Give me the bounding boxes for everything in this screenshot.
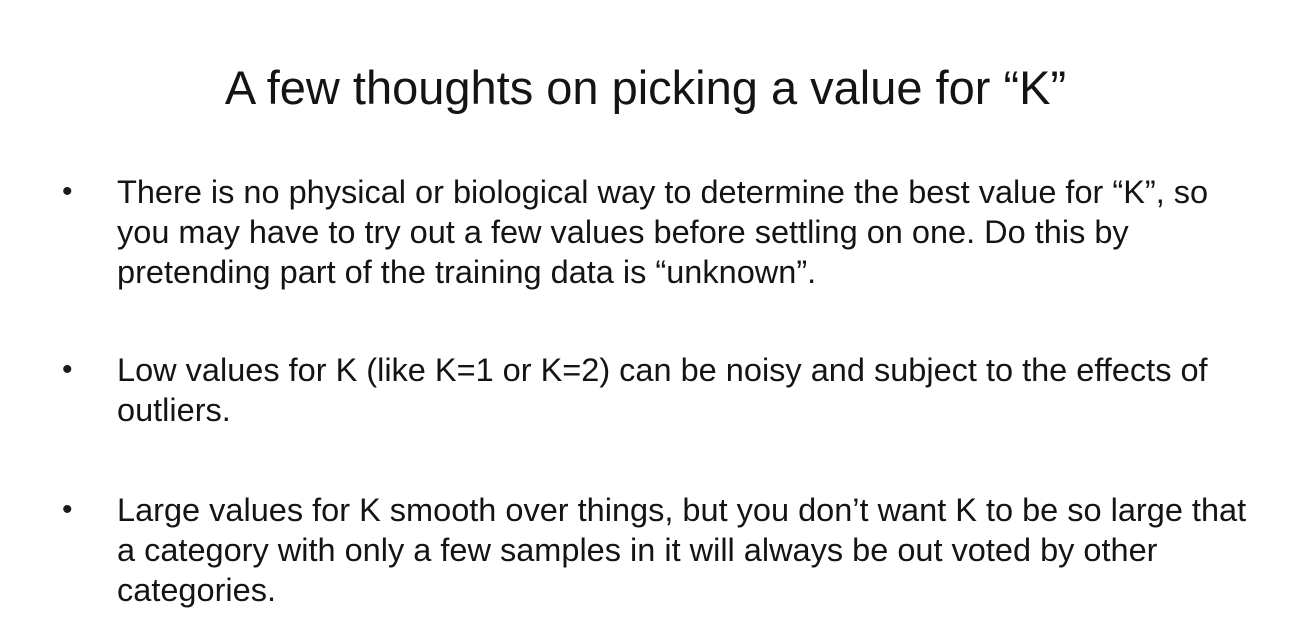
bullet-dot-icon: • xyxy=(62,353,73,386)
slide-title: A few thoughts on picking a value for “K… xyxy=(224,61,1067,114)
bullet-dot-icon: • xyxy=(62,175,73,208)
bullet-text: Low values for K (like K=1 or K=2) can b… xyxy=(117,352,1208,428)
bullet-text: There is no physical or biological way t… xyxy=(117,174,1209,290)
bullet-dot-icon: • xyxy=(62,493,73,526)
bullet-text: Large values for K smooth over things, b… xyxy=(117,492,1247,608)
